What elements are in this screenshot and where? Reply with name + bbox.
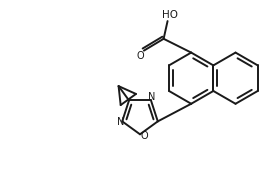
Text: HO: HO [162,10,178,20]
Text: N: N [116,117,124,127]
Text: N: N [148,91,156,101]
Text: O: O [136,50,144,61]
Text: O: O [140,131,148,141]
